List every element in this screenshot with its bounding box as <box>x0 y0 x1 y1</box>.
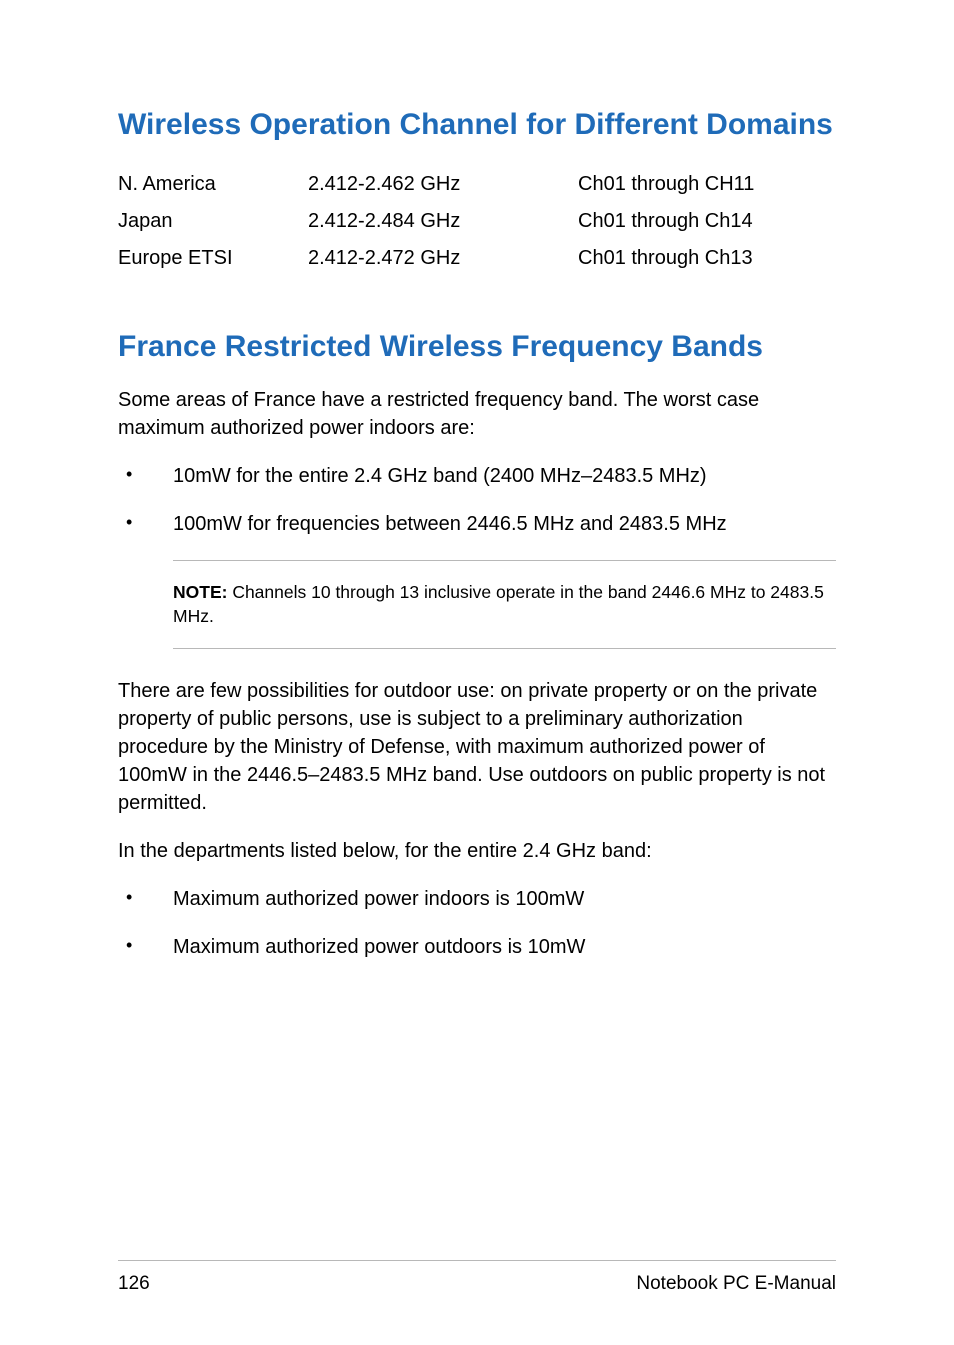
list-item: 10mW for the entire 2.4 GHz band (2400 M… <box>118 462 836 490</box>
page-footer: 126 Notebook PC E-Manual <box>118 1260 836 1295</box>
channels-cell: Ch01 through Ch13 <box>553 247 836 270</box>
channels-cell: Ch01 through Ch14 <box>553 210 836 233</box>
note-body: Channels 10 through 13 inclusive operate… <box>173 582 824 626</box>
channel-table: N. America 2.412-2.462 GHz Ch01 through … <box>118 166 836 277</box>
frequency-cell: 2.412-2.462 GHz <box>308 173 553 196</box>
manual-title: Notebook PC E-Manual <box>636 1273 836 1295</box>
list-item: Maximum authorized power outdoors is 10m… <box>118 933 836 961</box>
page-number: 126 <box>118 1273 150 1295</box>
list-item: 100mW for frequencies between 2446.5 MHz… <box>118 510 836 538</box>
section-heading-2: France Restricted Wireless Frequency Ban… <box>118 327 836 366</box>
note-block: NOTE: Channels 10 through 13 inclusive o… <box>173 560 836 649</box>
section-heading-1: Wireless Operation Channel for Different… <box>118 105 836 144</box>
note-label: NOTE: <box>173 582 227 602</box>
region-cell: Japan <box>118 210 308 233</box>
channels-cell: Ch01 through CH11 <box>553 173 836 196</box>
region-cell: Europe ETSI <box>118 247 308 270</box>
table-row: Europe ETSI 2.412-2.472 GHz Ch01 through… <box>118 240 836 277</box>
frequency-cell: 2.412-2.484 GHz <box>308 210 553 233</box>
note-text: NOTE: Channels 10 through 13 inclusive o… <box>173 581 836 628</box>
bullet-list-2: Maximum authorized power indoors is 100m… <box>118 885 836 961</box>
region-cell: N. America <box>118 173 308 196</box>
frequency-cell: 2.412-2.472 GHz <box>308 247 553 270</box>
footer-rule <box>118 1260 836 1261</box>
outdoor-paragraph: There are few possibilities for outdoor … <box>118 677 836 817</box>
table-row: N. America 2.412-2.462 GHz Ch01 through … <box>118 166 836 203</box>
list-item: Maximum authorized power indoors is 100m… <box>118 885 836 913</box>
departments-intro-paragraph: In the departments listed below, for the… <box>118 837 836 865</box>
bullet-list-1: 10mW for the entire 2.4 GHz band (2400 M… <box>118 462 836 538</box>
france-intro-paragraph: Some areas of France have a restricted f… <box>118 386 836 442</box>
table-row: Japan 2.412-2.484 GHz Ch01 through Ch14 <box>118 203 836 240</box>
